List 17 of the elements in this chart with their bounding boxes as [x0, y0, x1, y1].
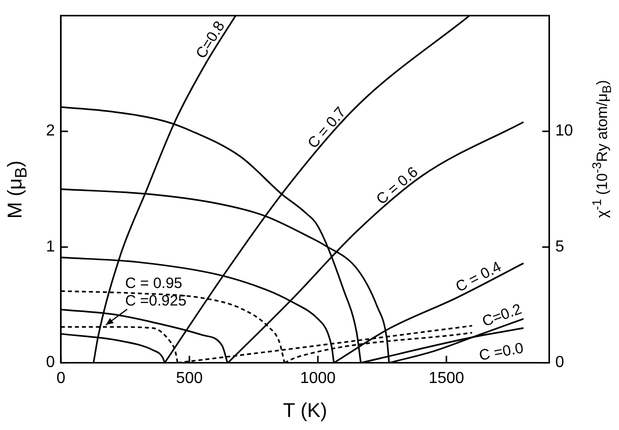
y2-tick-label: 10 — [555, 122, 574, 140]
y2-tick-label: 5 — [555, 238, 564, 256]
y-tick-label: 0 — [46, 354, 55, 372]
y-tick-label: 2 — [46, 122, 55, 140]
x-axis-title: T (K) — [283, 400, 328, 423]
y-tick-label: 1 — [46, 238, 55, 256]
text: C = 0.4 — [453, 258, 504, 296]
text: C = 0.7 — [304, 104, 350, 152]
text: C = 0.6 — [373, 164, 422, 208]
x-tick-label: 1500 — [428, 370, 464, 387]
x-tick-label: 1000 — [300, 370, 336, 387]
text: C=0.2 — [480, 300, 524, 330]
text: C =0.0 — [478, 340, 525, 364]
x-tick-label: 500 — [176, 370, 203, 387]
series-label: C =0.925 — [125, 292, 186, 310]
series-label: C = 0.95 — [125, 274, 182, 292]
y2-tick-label: 0 — [555, 354, 564, 372]
